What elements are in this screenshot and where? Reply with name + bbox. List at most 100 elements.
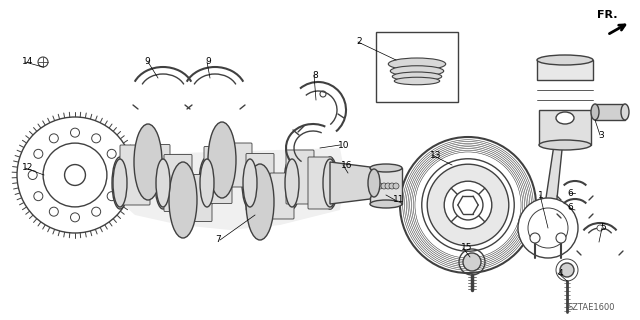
Text: 16: 16 bbox=[341, 161, 353, 170]
Circle shape bbox=[28, 171, 37, 180]
Circle shape bbox=[553, 118, 573, 138]
Circle shape bbox=[453, 190, 483, 220]
Polygon shape bbox=[330, 162, 374, 204]
Circle shape bbox=[107, 149, 116, 158]
Ellipse shape bbox=[323, 159, 337, 207]
Ellipse shape bbox=[156, 159, 170, 207]
Ellipse shape bbox=[368, 169, 380, 197]
Ellipse shape bbox=[200, 159, 214, 207]
Ellipse shape bbox=[113, 159, 127, 207]
Ellipse shape bbox=[169, 162, 197, 238]
Circle shape bbox=[381, 183, 387, 189]
FancyBboxPatch shape bbox=[204, 147, 232, 204]
Polygon shape bbox=[118, 148, 345, 230]
Circle shape bbox=[556, 233, 566, 243]
Ellipse shape bbox=[388, 58, 445, 70]
Circle shape bbox=[49, 207, 58, 216]
Text: 6: 6 bbox=[567, 204, 573, 212]
FancyBboxPatch shape bbox=[120, 145, 150, 205]
Bar bbox=[595, 104, 625, 120]
Circle shape bbox=[400, 137, 536, 273]
Ellipse shape bbox=[621, 104, 629, 120]
Circle shape bbox=[70, 128, 79, 137]
Circle shape bbox=[444, 181, 492, 229]
Circle shape bbox=[43, 143, 107, 207]
Circle shape bbox=[393, 183, 399, 189]
Text: SZTAE1600: SZTAE1600 bbox=[568, 303, 615, 312]
Text: 10: 10 bbox=[338, 140, 349, 149]
Ellipse shape bbox=[246, 164, 274, 240]
Ellipse shape bbox=[370, 200, 402, 208]
Circle shape bbox=[92, 207, 100, 216]
Circle shape bbox=[65, 164, 86, 185]
Ellipse shape bbox=[285, 159, 299, 207]
Text: 13: 13 bbox=[430, 150, 442, 159]
Text: 2: 2 bbox=[356, 37, 362, 46]
Circle shape bbox=[463, 253, 481, 271]
Polygon shape bbox=[543, 138, 563, 218]
Circle shape bbox=[92, 134, 100, 143]
Bar bbox=[376, 32, 458, 102]
Text: 11: 11 bbox=[393, 196, 404, 204]
Ellipse shape bbox=[134, 124, 162, 200]
FancyBboxPatch shape bbox=[246, 154, 274, 211]
Text: 1: 1 bbox=[538, 190, 544, 199]
Text: 15: 15 bbox=[461, 244, 472, 252]
Circle shape bbox=[70, 213, 79, 222]
Ellipse shape bbox=[591, 104, 599, 120]
Text: FR.: FR. bbox=[597, 10, 618, 20]
Text: 7: 7 bbox=[215, 236, 221, 244]
FancyBboxPatch shape bbox=[270, 173, 294, 219]
Ellipse shape bbox=[155, 157, 171, 209]
Circle shape bbox=[547, 112, 579, 144]
Circle shape bbox=[560, 263, 574, 277]
Circle shape bbox=[518, 198, 578, 258]
Text: 5: 5 bbox=[600, 223, 605, 233]
FancyBboxPatch shape bbox=[188, 174, 212, 221]
Ellipse shape bbox=[242, 157, 258, 209]
Circle shape bbox=[49, 134, 58, 143]
Circle shape bbox=[422, 159, 515, 251]
Ellipse shape bbox=[112, 157, 128, 209]
Ellipse shape bbox=[284, 157, 300, 209]
Circle shape bbox=[597, 225, 603, 231]
Text: 6: 6 bbox=[567, 188, 573, 197]
Bar bbox=[539, 110, 591, 145]
Circle shape bbox=[385, 183, 391, 189]
Ellipse shape bbox=[322, 157, 338, 209]
Circle shape bbox=[320, 91, 326, 97]
Ellipse shape bbox=[390, 66, 444, 76]
Circle shape bbox=[377, 183, 383, 189]
Text: 9: 9 bbox=[144, 58, 150, 67]
Ellipse shape bbox=[539, 140, 591, 150]
Ellipse shape bbox=[392, 72, 442, 81]
Ellipse shape bbox=[556, 112, 574, 124]
Text: 9: 9 bbox=[205, 58, 211, 67]
FancyBboxPatch shape bbox=[228, 143, 252, 187]
Text: 12: 12 bbox=[22, 164, 33, 172]
Ellipse shape bbox=[208, 122, 236, 198]
Circle shape bbox=[389, 183, 395, 189]
Ellipse shape bbox=[537, 55, 593, 65]
Circle shape bbox=[34, 149, 43, 158]
Circle shape bbox=[113, 171, 122, 180]
Text: 8: 8 bbox=[312, 70, 317, 79]
Ellipse shape bbox=[370, 164, 402, 172]
Circle shape bbox=[17, 117, 133, 233]
FancyBboxPatch shape bbox=[164, 155, 192, 212]
Circle shape bbox=[528, 208, 568, 248]
Bar bbox=[537, 60, 593, 80]
Circle shape bbox=[530, 233, 540, 243]
Text: 4: 4 bbox=[558, 268, 564, 277]
FancyBboxPatch shape bbox=[308, 157, 332, 209]
FancyBboxPatch shape bbox=[146, 145, 170, 191]
Ellipse shape bbox=[394, 77, 440, 85]
Bar bbox=[370, 168, 402, 204]
Text: 3: 3 bbox=[598, 131, 604, 140]
Circle shape bbox=[428, 164, 509, 246]
Circle shape bbox=[38, 57, 48, 67]
Ellipse shape bbox=[199, 157, 215, 209]
Ellipse shape bbox=[243, 159, 257, 207]
Text: 14: 14 bbox=[22, 58, 33, 67]
Circle shape bbox=[107, 192, 116, 201]
